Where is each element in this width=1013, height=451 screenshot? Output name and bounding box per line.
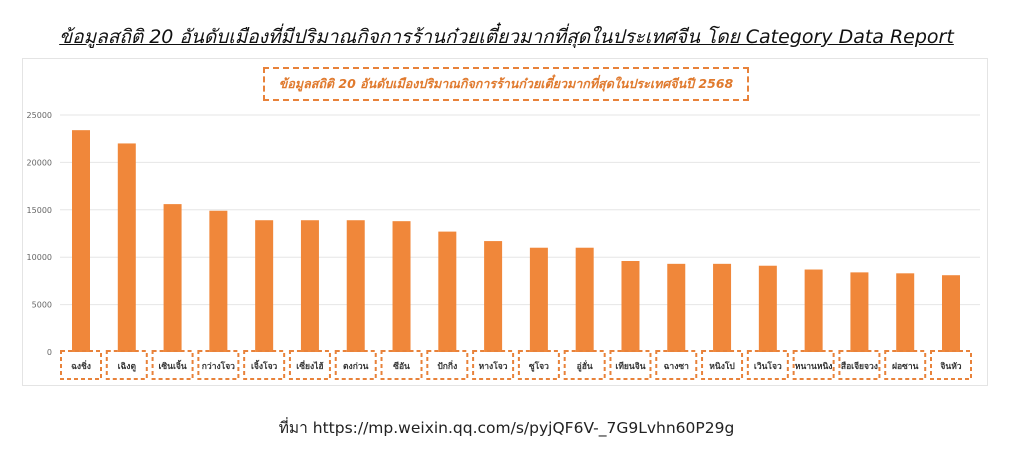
bar	[72, 130, 90, 352]
bar	[713, 263, 732, 352]
category-label-box	[197, 350, 240, 380]
bar	[850, 272, 869, 352]
category-label: ปักกิ่ง	[437, 359, 457, 372]
category-label: ฝอซาน	[892, 362, 919, 372]
bar	[758, 265, 777, 352]
bar	[163, 204, 182, 352]
category-label: สือเจียจวง	[841, 361, 878, 372]
category-label-box	[60, 350, 102, 380]
category-label: หนานหนิง	[795, 361, 833, 372]
category-label-box	[151, 350, 194, 380]
category-label-box	[838, 350, 881, 380]
category-label-box	[746, 350, 789, 380]
category-label: เซินเจิ้น	[158, 359, 186, 372]
bar	[300, 220, 319, 352]
y-tick-label: 15000	[27, 206, 52, 215]
bar	[392, 221, 411, 352]
bar	[667, 263, 686, 352]
page-title: ข้อมูลสถิติ 20 อันดับเมืองที่มีปริมาณกิจ…	[59, 26, 954, 48]
category-label: หางโจว	[479, 361, 508, 372]
category-label: ซูโจว	[529, 361, 549, 372]
category-label-box	[792, 350, 835, 380]
category-label-box	[884, 350, 927, 380]
bar	[621, 260, 640, 352]
y-tick-label: 25000	[27, 111, 52, 120]
category-label-box	[288, 350, 331, 380]
category-label: จินหัว	[940, 361, 961, 372]
category-label-box	[243, 350, 286, 380]
category-label: เฉิงตู	[118, 361, 137, 372]
category-label: กว่างโจว	[202, 361, 235, 372]
bar	[896, 273, 915, 352]
category-label: ฉงชิ่ง	[71, 359, 91, 372]
category-label: ฉางซา	[664, 362, 689, 372]
category-label: อู่ฮั่น	[577, 359, 593, 372]
bar	[346, 220, 365, 352]
y-tick-label: 5000	[32, 301, 52, 310]
chart-title: ข้อมูลสถิติ 20 อันดับเมืองปริมาณกิจการร้…	[263, 67, 749, 101]
category-label-box	[472, 350, 515, 380]
category-label-box	[930, 350, 972, 380]
bar	[255, 220, 274, 352]
bar	[575, 247, 594, 352]
bar	[117, 143, 136, 352]
y-tick-label: 10000	[27, 253, 52, 262]
category-label-box	[563, 350, 606, 380]
y-tick-label: 20000	[27, 158, 52, 167]
category-label-box	[334, 350, 377, 380]
category-label-box	[701, 350, 744, 380]
bar	[484, 241, 503, 352]
category-label: เซี่ยงไฮ้	[296, 359, 323, 372]
bar	[804, 269, 823, 352]
category-label: เจิ้งโจว	[251, 359, 278, 372]
bar	[209, 210, 228, 352]
category-label-box	[517, 350, 560, 380]
bar	[438, 231, 457, 352]
category-label: เวินโจว	[754, 361, 782, 372]
category-label-box	[655, 350, 698, 380]
source-caption: ที่มา https://mp.weixin.qq.com/s/pyjQF6V…	[278, 419, 735, 437]
bar	[529, 247, 548, 352]
category-label: ซีอัน	[393, 361, 410, 372]
category-label: ตงก่วน	[343, 361, 369, 372]
category-label: เทียนจิน	[615, 361, 645, 372]
category-label-box	[426, 350, 469, 380]
category-label-box	[609, 350, 652, 380]
bar	[942, 275, 960, 352]
y-tick-label: 0	[47, 348, 52, 357]
category-label: หนิงโป	[709, 361, 735, 372]
category-label-box	[380, 350, 423, 380]
chart-frame	[22, 58, 988, 386]
category-label-box	[105, 350, 148, 380]
